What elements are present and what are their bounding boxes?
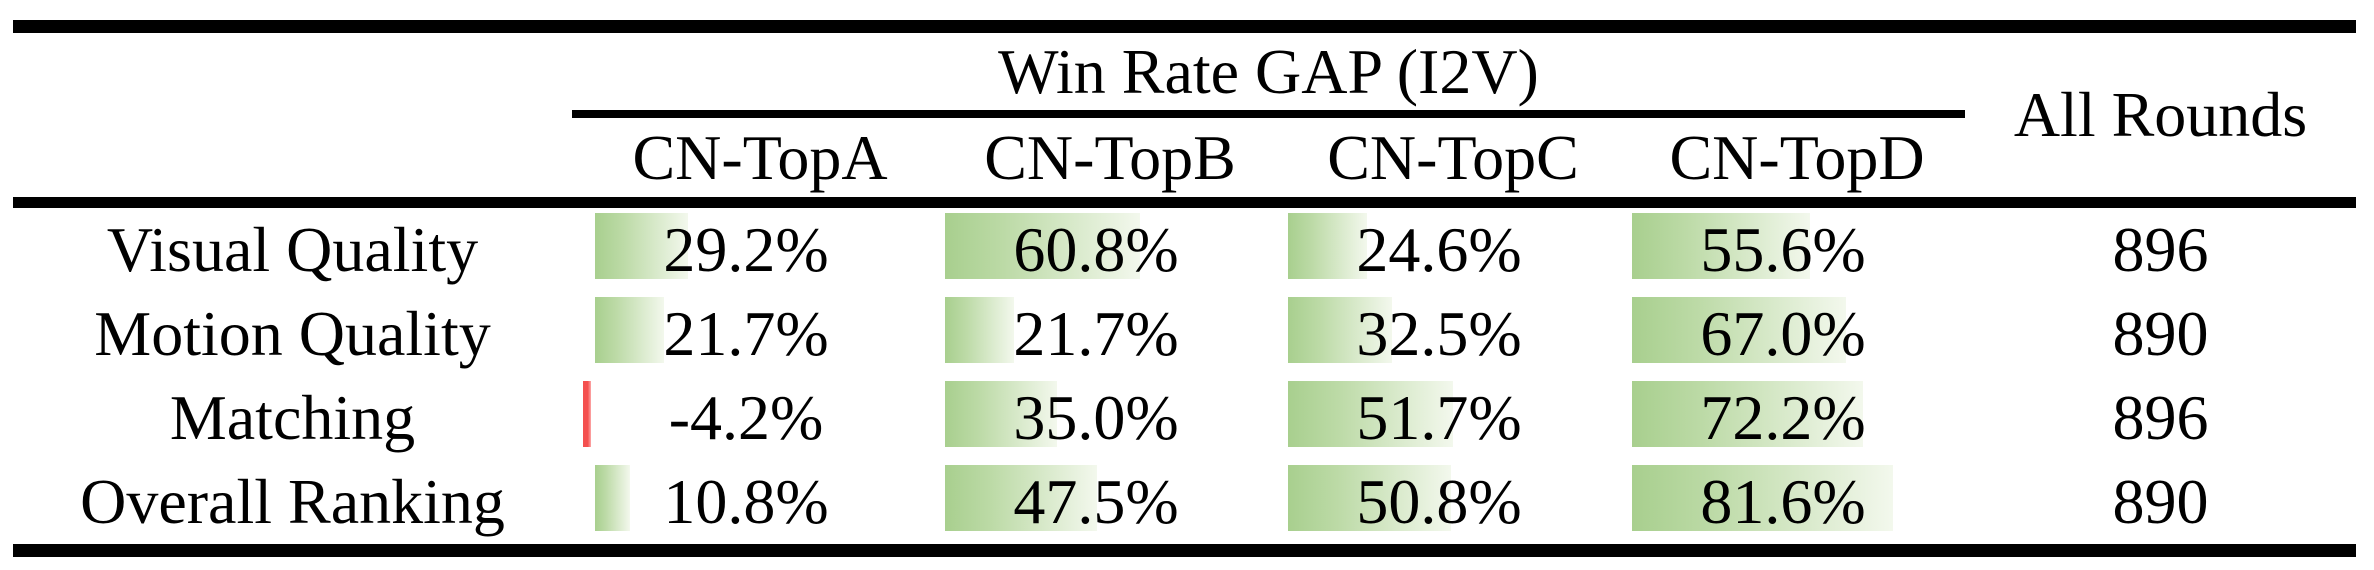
win-rate-cell: 32.5% xyxy=(1283,292,1623,376)
value-text: 55.6% xyxy=(1700,214,1866,285)
win-rate-cell: 35.0% xyxy=(940,376,1280,460)
data-bar xyxy=(1632,381,1864,447)
win-rate-cell: 21.7% xyxy=(590,292,930,376)
column-header-cn-topd: CN-TopD xyxy=(1669,121,1925,193)
table-row-overall-ranking: Overall Ranking 10.8% 47.5% 50.8% 81.6% … xyxy=(0,460,2374,544)
row-label: Visual Quality xyxy=(106,214,479,285)
column-header-row: CN-TopA CN-TopB CN-TopC CN-TopD xyxy=(0,118,2374,197)
value-text: 35.0% xyxy=(1013,382,1179,453)
data-bar xyxy=(1288,297,1392,363)
data-bar xyxy=(1288,381,1454,447)
all-rounds-value: 890 xyxy=(2112,298,2209,369)
data-bar xyxy=(1632,465,1894,531)
table-rule-header-separator xyxy=(13,197,2356,208)
win-rate-cell: 29.2% xyxy=(590,208,930,292)
data-bar xyxy=(595,213,689,279)
value-text: 50.8% xyxy=(1356,466,1522,537)
table-row-visual-quality: Visual Quality 29.2% 60.8% 24.6% 55.6% 8… xyxy=(0,208,2374,292)
table-rule-bottom xyxy=(13,544,2356,557)
win-rate-cell: 67.0% xyxy=(1627,292,1967,376)
win-rate-cell: 60.8% xyxy=(940,208,1280,292)
win-rate-cell: 81.6% xyxy=(1627,460,1967,544)
value-text: 24.6% xyxy=(1356,214,1522,285)
data-bar xyxy=(1632,213,1810,279)
row-label: Motion Quality xyxy=(94,298,491,369)
value-text: 32.5% xyxy=(1356,298,1522,369)
data-bar xyxy=(1632,297,1847,363)
value-text: 51.7% xyxy=(1356,382,1522,453)
all-rounds-value: 896 xyxy=(2112,382,2209,453)
value-text: 72.2% xyxy=(1700,382,1866,453)
win-rate-cell: 21.7% xyxy=(940,292,1280,376)
value-text: -4.2% xyxy=(668,382,824,453)
win-rate-cell: 10.8% xyxy=(590,460,930,544)
data-bar xyxy=(945,381,1057,447)
value-text: 10.8% xyxy=(663,466,829,537)
row-label: Matching xyxy=(169,382,416,453)
all-rounds-value: 890 xyxy=(2112,466,2209,537)
table-row-matching: Matching -4.2% 35.0% 51.7% 72.2% 896 xyxy=(0,376,2374,460)
win-rate-cell: 72.2% xyxy=(1627,376,1967,460)
table-rule-group-underline xyxy=(572,110,1965,118)
value-text: 29.2% xyxy=(663,214,829,285)
value-text: 21.7% xyxy=(663,298,829,369)
data-bar xyxy=(945,465,1097,531)
win-rate-cell: -4.2% xyxy=(583,376,930,460)
value-text: 67.0% xyxy=(1700,298,1866,369)
all-rounds-value: 896 xyxy=(2112,214,2209,285)
win-rate-cell: 47.5% xyxy=(940,460,1280,544)
data-bar xyxy=(1288,465,1451,531)
data-bar xyxy=(945,297,1015,363)
table-row-motion-quality: Motion Quality 21.7% 21.7% 32.5% 67.0% 8… xyxy=(0,292,2374,376)
data-bar xyxy=(1288,213,1367,279)
all-rounds-column-header: All Rounds xyxy=(2013,79,2308,150)
value-text: 47.5% xyxy=(1013,466,1179,537)
data-bar xyxy=(945,213,1140,279)
win-rate-cell: 55.6% xyxy=(1627,208,1967,292)
value-text: 60.8% xyxy=(1013,214,1179,285)
data-bar xyxy=(595,297,665,363)
group-header-win-rate-gap: Win Rate GAP (I2V) xyxy=(998,35,1539,107)
data-bar xyxy=(583,381,591,447)
win-rate-cell: 50.8% xyxy=(1283,460,1623,544)
data-bar xyxy=(595,465,630,531)
column-header-cn-topc: CN-TopC xyxy=(1327,121,1579,193)
value-text: 81.6% xyxy=(1700,466,1866,537)
column-header-cn-topa: CN-TopA xyxy=(632,121,888,193)
win-rate-cell: 51.7% xyxy=(1283,376,1623,460)
table-rule-top xyxy=(13,20,2356,33)
column-header-cn-topb: CN-TopB xyxy=(984,121,1236,193)
row-label: Overall Ranking xyxy=(80,466,505,537)
value-text: 21.7% xyxy=(1013,298,1179,369)
win-rate-cell: 24.6% xyxy=(1283,208,1623,292)
